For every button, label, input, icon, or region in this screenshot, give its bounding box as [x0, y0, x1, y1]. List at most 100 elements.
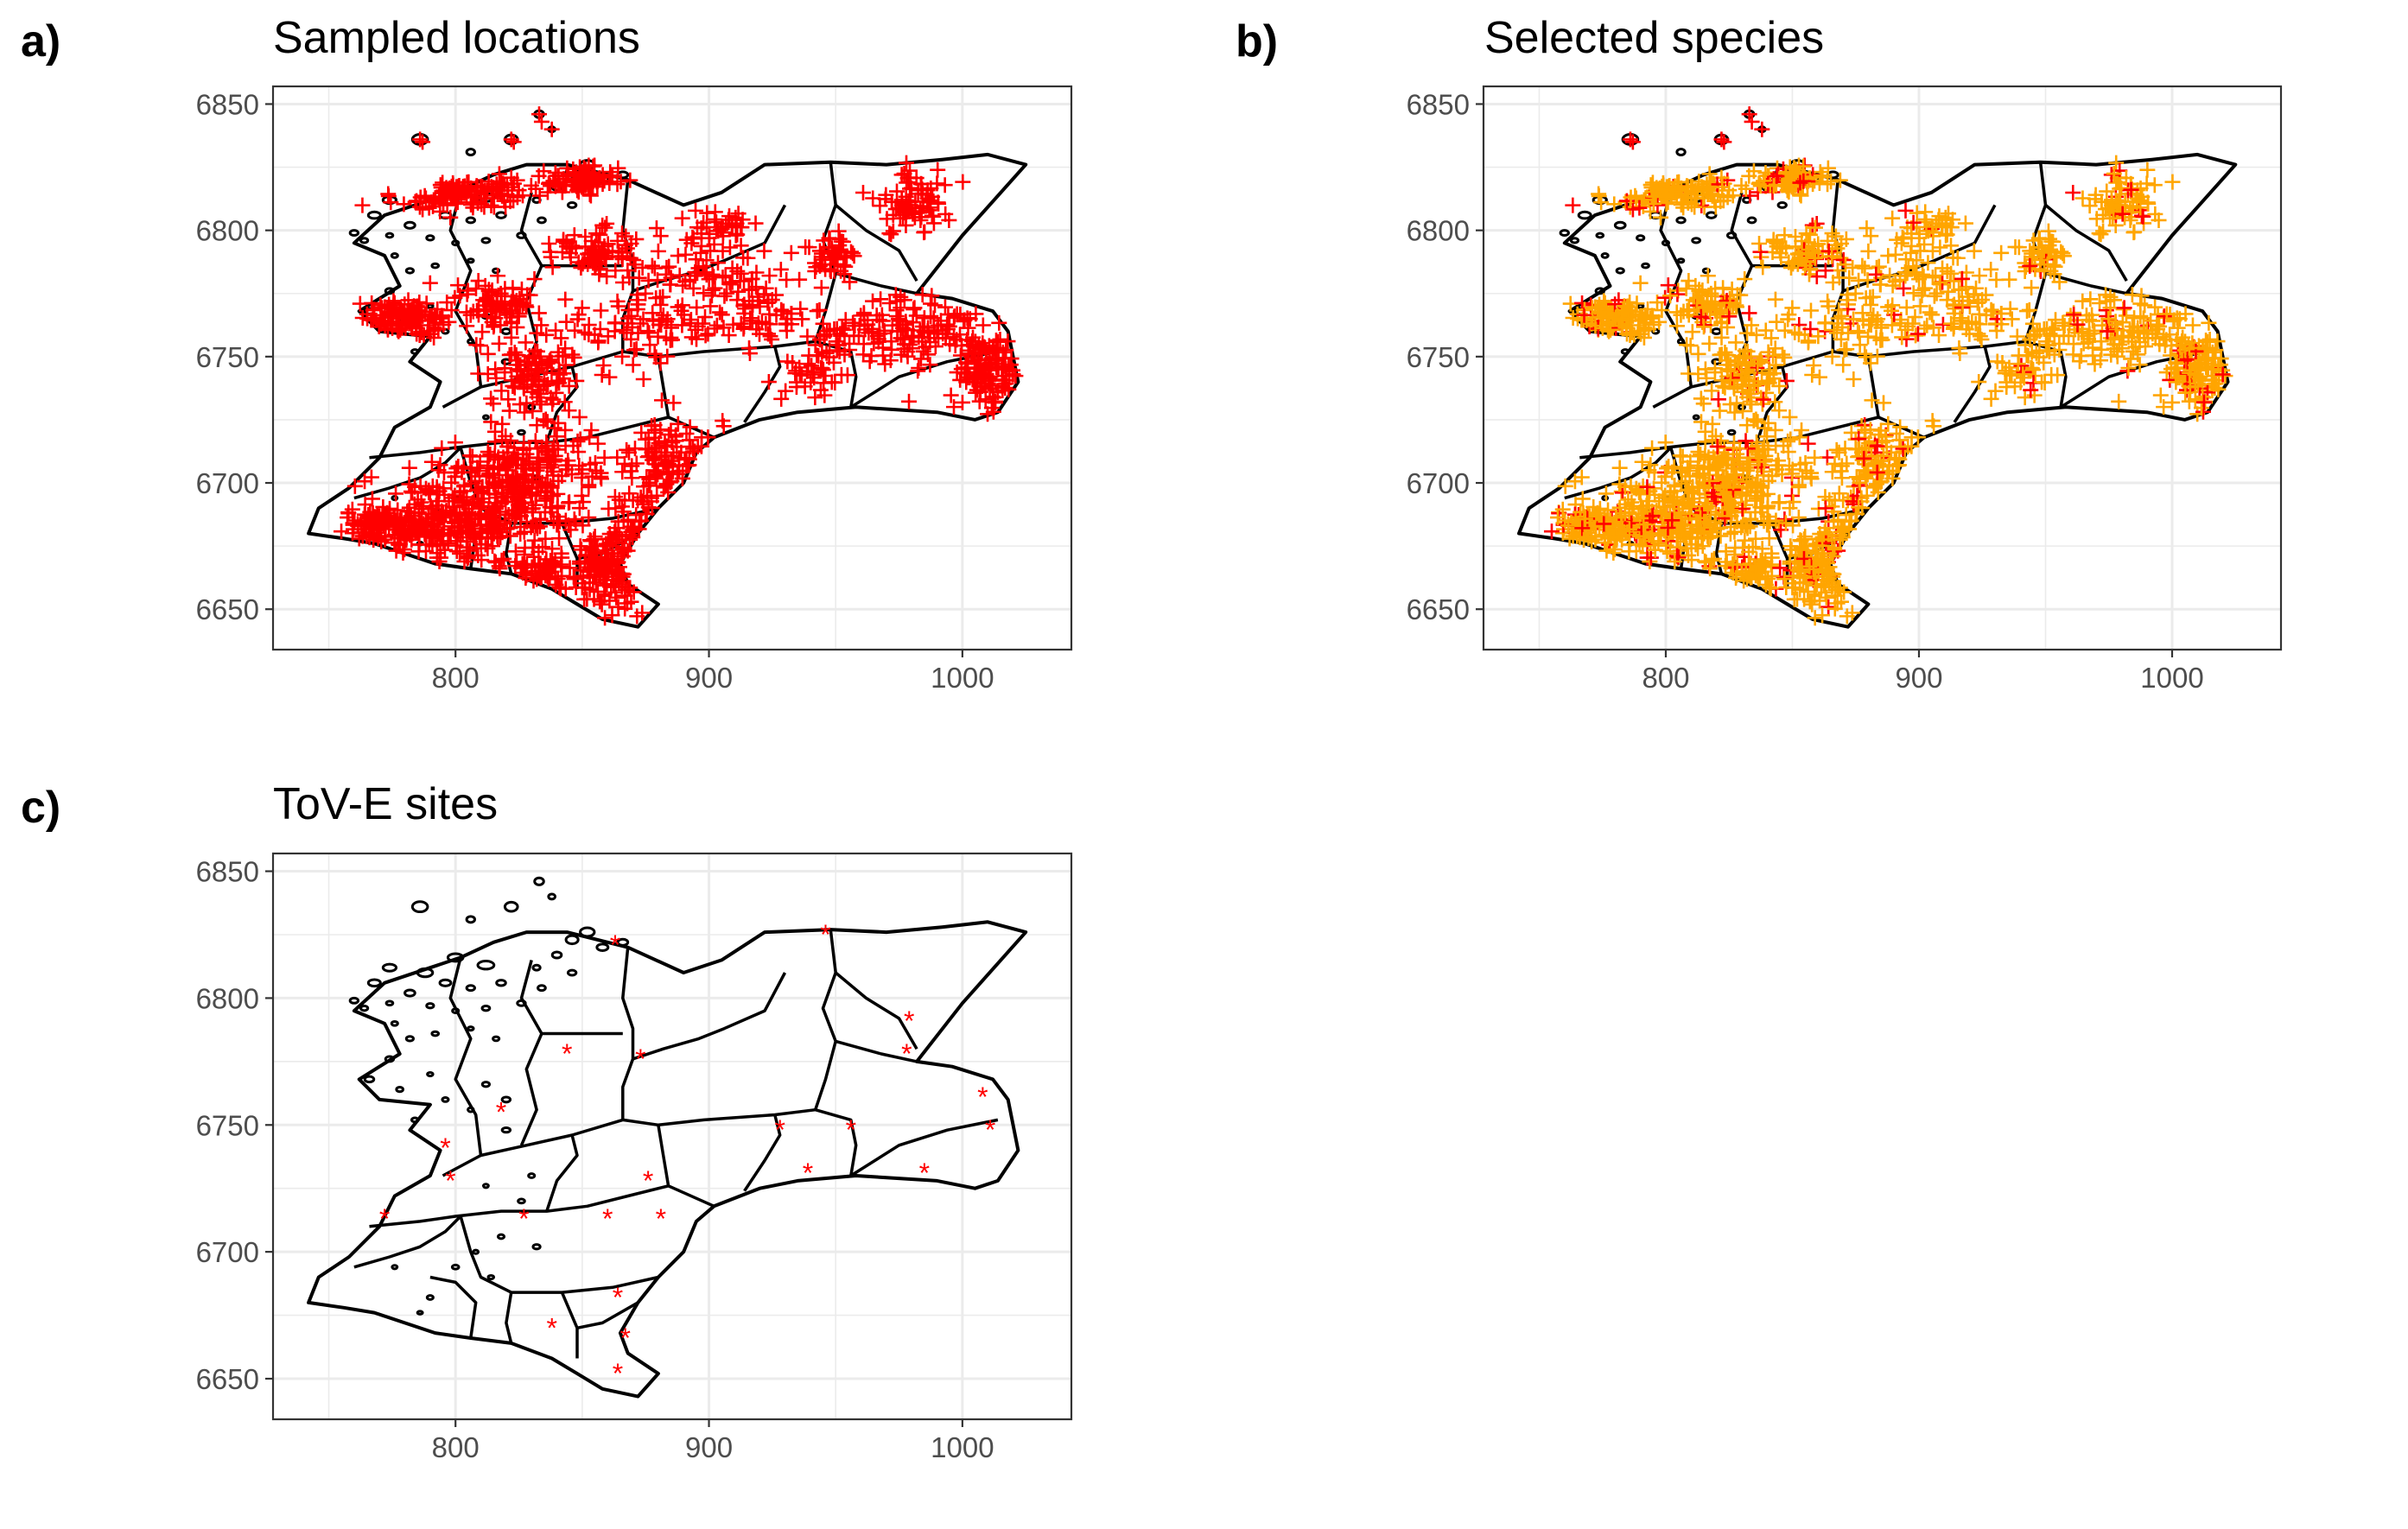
sample-marker: [988, 342, 1005, 358]
sample-marker: [614, 348, 631, 365]
sample-marker: [1701, 335, 1718, 352]
sample-marker: [1789, 591, 1805, 607]
sample-marker: [665, 447, 682, 464]
sample-marker: [1726, 546, 1743, 562]
sample-marker: [889, 323, 905, 339]
island: [1705, 211, 1718, 219]
sample-marker: [1650, 536, 1667, 552]
sample-marker: [472, 338, 488, 354]
sample-marker: [829, 342, 845, 358]
island: [1725, 232, 1738, 239]
sample-marker: [1852, 337, 1868, 353]
sample-marker: [1752, 478, 1769, 494]
sample-marker: [1672, 447, 1688, 464]
sample-marker: [621, 485, 638, 502]
sample-marker: [504, 372, 520, 389]
sample-marker: [1662, 530, 1679, 546]
markers: [334, 106, 1024, 626]
sample-marker: [670, 416, 686, 432]
sample-marker: [787, 365, 804, 382]
sample-marker: [1700, 268, 1716, 284]
sample-marker: [432, 203, 448, 219]
y-tick-label: 6650: [196, 593, 259, 625]
sample-marker: [1834, 518, 1851, 535]
sample-marker: [561, 403, 577, 419]
sample-marker: [594, 596, 610, 612]
sample-marker: [773, 301, 790, 318]
sample-marker: [1720, 493, 1737, 510]
sample-marker: [627, 257, 644, 273]
sample-marker: [1739, 343, 1756, 359]
sample-marker: [1970, 295, 1986, 311]
sample-marker: [526, 532, 543, 549]
sample-marker: [760, 374, 777, 390]
sample-marker: [1780, 311, 1796, 327]
sample-marker: [2118, 308, 2134, 324]
sample-marker: [652, 296, 669, 313]
sample-marker: [747, 215, 764, 232]
sample-marker: [2108, 155, 2125, 171]
sample-marker: [482, 446, 499, 462]
sample-marker: [1750, 485, 1766, 501]
sample-marker: [551, 579, 568, 595]
sample-marker: [505, 134, 522, 150]
sample-marker: [715, 225, 731, 241]
sample-marker: [2146, 177, 2163, 194]
sample-marker: [1759, 509, 1776, 525]
sample-marker: [707, 204, 723, 220]
sample-marker: [447, 468, 463, 485]
sample-marker: [1909, 326, 1926, 342]
sample-marker: [1859, 466, 1876, 483]
sample-marker: [2182, 379, 2198, 396]
sample-marker: [1003, 351, 1020, 367]
sample-marker: [2007, 238, 2024, 255]
sample-marker: [937, 299, 953, 315]
sample-marker: [1971, 374, 1987, 390]
sample-marker: [1905, 214, 1922, 231]
island: [481, 414, 490, 421]
sample-marker: [1748, 443, 1764, 460]
sample-marker: [558, 314, 575, 330]
sample-marker: [588, 225, 605, 242]
sample-marker: [562, 240, 578, 257]
sample-marker: [1912, 298, 1928, 314]
sample-marker: [1713, 131, 1730, 148]
sample-marker: [364, 520, 380, 536]
sample-marker: [733, 238, 749, 254]
sample-marker: [2170, 320, 2186, 336]
sample-marker: [1804, 596, 1820, 612]
sample-marker: [789, 374, 805, 390]
sample-marker: [1714, 179, 1731, 195]
sample-marker: [1657, 435, 1674, 451]
sample-marker: [1854, 257, 1871, 274]
sample-marker: [640, 499, 657, 516]
sample-marker: [592, 170, 608, 187]
sample-marker: [412, 131, 429, 148]
sample-marker: [421, 200, 437, 216]
sample-marker: [514, 187, 531, 204]
sample-marker: [472, 525, 488, 542]
sample-marker: [2013, 358, 2030, 374]
sample-marker: [817, 367, 834, 384]
sample-marker: [1974, 292, 1991, 308]
sample-marker: [377, 318, 393, 334]
sample-marker: [524, 403, 541, 419]
sample-marker: [1777, 515, 1794, 531]
sample-marker: [1763, 545, 1780, 561]
sample-marker: [1924, 243, 1941, 259]
sample-marker: [893, 300, 909, 316]
sample-marker: [609, 176, 626, 193]
sample-marker: [2107, 316, 2124, 333]
sample-marker: [471, 498, 487, 515]
sample-marker: [613, 174, 629, 190]
sample-marker: [1932, 239, 1948, 256]
sample-marker: [561, 494, 577, 511]
sample-marker: [450, 459, 467, 475]
island: [465, 148, 476, 157]
sample-marker: [1617, 496, 1633, 512]
sample-marker: [1872, 332, 1889, 348]
panel-a-letter: a): [21, 16, 61, 67]
sample-marker: [1792, 542, 1808, 558]
sample-marker: [607, 500, 624, 517]
sample-marker: [971, 339, 988, 356]
